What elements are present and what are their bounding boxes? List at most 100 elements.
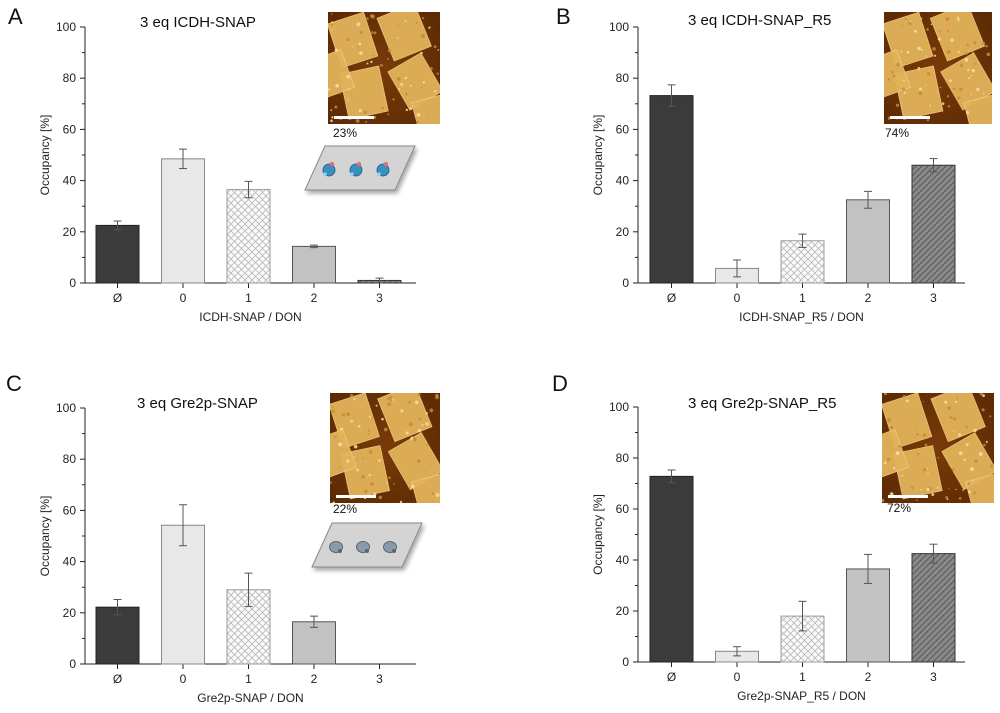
afm-image xyxy=(328,12,440,124)
protein-icon xyxy=(329,541,343,553)
chart-title: 3 eq Gre2p-SNAP_R5 xyxy=(688,395,837,412)
y-tick-label: 0 xyxy=(622,276,629,290)
bar xyxy=(292,245,336,284)
bar xyxy=(292,621,336,665)
error-bar xyxy=(179,148,187,170)
bar xyxy=(95,606,140,665)
y-tick-label: 80 xyxy=(616,451,630,465)
y-tick-label: 60 xyxy=(63,122,77,136)
x-tick-label: Ø xyxy=(667,670,676,684)
x-tick-label: 0 xyxy=(734,670,741,684)
chart-title: 3 eq ICDH-SNAP xyxy=(140,14,256,31)
bar xyxy=(649,475,694,663)
bar-chart: 0 20 40 60 80 100 Occupancy [%] Ø 0 1 2 3 Gre2p-SNAP… xyxy=(38,393,440,705)
error-bar xyxy=(375,277,384,284)
y-tick-label: 40 xyxy=(63,555,77,569)
error-bar xyxy=(929,158,938,173)
y-tick-label: 20 xyxy=(616,604,630,618)
error-bar xyxy=(798,233,807,248)
x-tick-label: 3 xyxy=(930,670,937,684)
error-bar xyxy=(244,180,253,199)
afm-image xyxy=(330,393,440,503)
scale-bar xyxy=(336,495,376,498)
bar xyxy=(846,199,890,284)
x-tick-label: Ø xyxy=(113,672,122,686)
origami-schematic xyxy=(304,145,416,191)
panel-d: D 3 eq Gre2p-SNAP_R5 0 20 40 60 80 100 Occupan… xyxy=(500,357,1000,713)
x-axis-label: Gre2p-SNAP / DON xyxy=(197,691,303,705)
x-tick-label: 0 xyxy=(734,291,741,305)
chart-title: 3 eq Gre2p-SNAP xyxy=(137,395,258,412)
panel-letter: A xyxy=(8,4,23,29)
y-axis-label: Occupancy [%] xyxy=(591,494,605,575)
error-bar xyxy=(244,572,253,607)
afm-caption: 72% xyxy=(887,501,912,515)
panel-letter: D xyxy=(552,371,568,396)
y-tick-label: 40 xyxy=(616,174,630,188)
protein-icon xyxy=(383,541,397,553)
x-axis-label: ICDH-SNAP / DON xyxy=(199,310,301,324)
x-tick-label: 3 xyxy=(376,672,383,686)
error-bar xyxy=(733,646,741,657)
afm-caption: 23% xyxy=(333,126,358,140)
bar xyxy=(649,95,694,284)
y-tick-label: 60 xyxy=(63,503,77,517)
bar xyxy=(95,224,140,284)
x-axis-label: Gre2p-SNAP_R5 / DON xyxy=(737,689,866,703)
y-tick-label: 80 xyxy=(63,71,77,85)
x-tick-label: 2 xyxy=(865,670,872,684)
afm-image xyxy=(884,12,992,124)
y-tick-label: 0 xyxy=(69,657,76,671)
y-tick-label: 100 xyxy=(56,401,76,415)
bar-chart: 0 20 40 60 80 100 Occupancy [%] Ø 0 1 2 3 Gre2p-SNAP… xyxy=(591,393,994,703)
bar xyxy=(911,553,956,663)
x-tick-label: 2 xyxy=(311,672,318,686)
x-tick-label: 3 xyxy=(930,291,937,305)
bar-chart: 0 20 40 60 80 100 Occupancy [%] Ø 0 1 2 3 ICDH-SNAP_… xyxy=(591,12,992,324)
x-tick-label: Ø xyxy=(667,291,676,305)
x-tick-label: 3 xyxy=(376,291,383,305)
origami-schematic xyxy=(311,522,423,568)
x-tick-label: 1 xyxy=(245,672,252,686)
x-tick-label: 2 xyxy=(865,291,872,305)
y-tick-label: 20 xyxy=(616,225,630,239)
y-tick-label: 60 xyxy=(616,122,630,136)
y-tick-label: 40 xyxy=(63,174,77,188)
error-bar xyxy=(113,220,122,231)
protein-icon xyxy=(376,161,390,177)
y-tick-label: 100 xyxy=(56,20,76,34)
x-tick-label: 2 xyxy=(311,291,318,305)
bar xyxy=(846,568,890,663)
panel-letter: B xyxy=(556,4,571,29)
bar xyxy=(226,189,271,284)
error-bar xyxy=(667,469,676,484)
scale-bar xyxy=(888,495,928,498)
error-bar xyxy=(113,598,122,616)
error-bar xyxy=(667,84,676,107)
bar xyxy=(161,158,205,284)
y-tick-label: 80 xyxy=(616,71,630,85)
bar xyxy=(911,164,956,284)
y-tick-label: 40 xyxy=(616,553,630,567)
y-tick-label: 100 xyxy=(609,20,629,34)
afm-caption: 22% xyxy=(333,502,358,516)
y-axis-label: Occupancy [%] xyxy=(38,496,52,577)
chart-title: 3 eq ICDH-SNAP_R5 xyxy=(688,12,832,29)
scale-bar xyxy=(334,116,374,119)
error-bar xyxy=(310,244,318,249)
x-tick-label: 0 xyxy=(180,291,187,305)
x-tick-label: 0 xyxy=(180,672,187,686)
x-tick-label: Ø xyxy=(113,291,122,305)
scale-bar xyxy=(890,116,930,119)
y-axis-label: Occupancy [%] xyxy=(38,115,52,196)
protein-icon xyxy=(349,161,363,177)
x-tick-label: 1 xyxy=(245,291,252,305)
x-axis-label: ICDH-SNAP_R5 / DON xyxy=(739,310,864,324)
error-bar xyxy=(733,259,741,278)
protein-icon xyxy=(356,541,370,553)
y-axis-label: Occupancy [%] xyxy=(591,115,605,196)
panel-a: A 3 eq ICDH-SNAP 0 20 40 60 80 100 Occupancy [… xyxy=(0,0,500,356)
y-tick-label: 20 xyxy=(63,225,77,239)
panel-c: C 3 eq Gre2p-SNAP 0 20 40 60 80 100 Occupancy … xyxy=(0,357,500,713)
error-bar xyxy=(864,190,872,209)
